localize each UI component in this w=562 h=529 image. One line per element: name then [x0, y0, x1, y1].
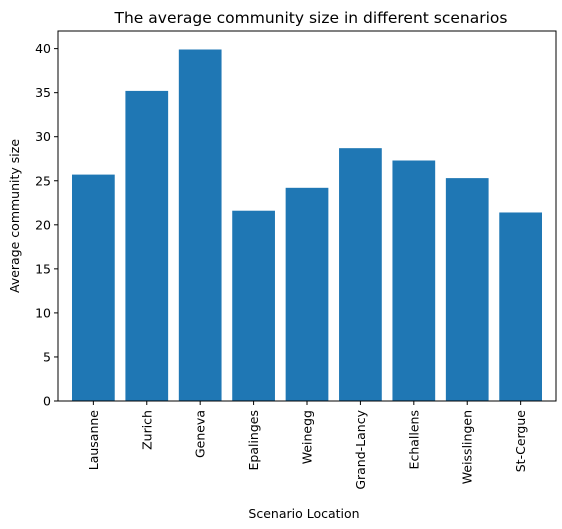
x-axis-ticks: Lausanne Zurich Geneva Epalinges Weinegg Gran…	[86, 401, 528, 490]
bar-epalinges	[232, 210, 275, 401]
y-tick-label-40: 40	[35, 41, 51, 56]
y-tick-label-20: 20	[35, 217, 51, 232]
x-tick-label-weinegg: Weinegg	[300, 410, 315, 464]
bar-zurich	[125, 90, 169, 402]
bar-st-cergue	[499, 212, 542, 401]
y-axis-ticks: 0 5 10 15 20 25 30 35 40	[35, 41, 58, 409]
y-tick-label-10: 10	[35, 305, 51, 320]
y-tick-label-30: 30	[35, 129, 51, 144]
x-tick-label-grand-lancy: Grand-Lancy	[353, 409, 368, 489]
x-tick-label-lausanne: Lausanne	[86, 410, 101, 471]
bars-group	[72, 49, 542, 402]
x-tick-label-zurich: Zurich	[139, 410, 154, 450]
x-tick-label-epalinges: Epalinges	[246, 410, 261, 471]
x-tick-label-weisslingen: Weisslingen	[460, 410, 475, 484]
x-axis-label: Scenario Location	[248, 506, 359, 521]
y-tick-label-25: 25	[35, 173, 51, 188]
x-tick-label-echallens: Echallens	[406, 410, 421, 469]
y-axis-label: Average community size	[7, 139, 22, 293]
bar-geneva	[178, 49, 222, 401]
bar-lausanne	[72, 174, 115, 401]
y-tick-label-15: 15	[35, 261, 51, 276]
y-tick-label-0: 0	[43, 394, 51, 409]
y-tick-label-5: 5	[43, 349, 51, 364]
chart-title: The average community size in different …	[114, 9, 508, 27]
y-tick-label-35: 35	[35, 85, 51, 100]
bar-weinegg	[285, 187, 329, 401]
x-tick-label-st-cergue: St-Cergue	[513, 410, 528, 473]
plot-area-frame	[57, 30, 557, 402]
bar-grand-lancy	[339, 148, 382, 401]
bar-echallens	[392, 160, 436, 401]
x-tick-label-geneva: Geneva	[193, 410, 208, 458]
bar-weisslingen	[445, 178, 489, 401]
